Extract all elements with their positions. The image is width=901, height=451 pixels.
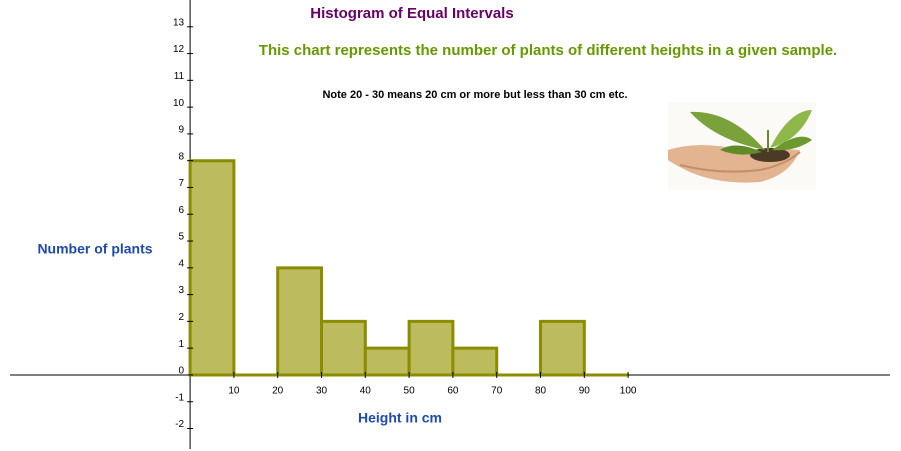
chart: Histogram of Equal Intervals This chart … xyxy=(0,0,901,451)
y-tick-label: 13 xyxy=(173,17,185,28)
histogram-bar xyxy=(365,348,409,375)
x-tick-label: 100 xyxy=(620,386,637,397)
y-tick-label: 7 xyxy=(179,178,185,189)
y-tick-label: -2 xyxy=(175,419,184,430)
y-tick-label: 0 xyxy=(179,366,185,377)
x-tick-label: 90 xyxy=(579,386,591,397)
chart-subtitle: This chart represents the number of plan… xyxy=(259,42,837,59)
x-tick-label: 20 xyxy=(272,386,284,397)
y-tick-label: 11 xyxy=(174,71,185,82)
histogram-bar xyxy=(190,161,234,375)
x-tick-label: 10 xyxy=(228,386,240,397)
y-tick-label: 6 xyxy=(179,205,185,216)
x-tick-label: 50 xyxy=(404,386,416,397)
y-tick-label: 5 xyxy=(179,232,185,243)
y-tick-label: 9 xyxy=(179,125,185,136)
y-axis-label: Number of plants xyxy=(37,241,152,257)
x-tick-label: 70 xyxy=(491,386,503,397)
histogram-bar xyxy=(541,321,585,375)
x-tick-label: 60 xyxy=(447,386,459,397)
y-tick-label: 8 xyxy=(179,151,185,162)
y-tick-label: 12 xyxy=(173,44,185,55)
y-tick-label: 2 xyxy=(179,312,185,323)
chart-title: Histogram of Equal Intervals xyxy=(310,5,513,22)
note: Note 20 - 30 means 20 cm or more but les… xyxy=(322,89,627,101)
y-tick-label: 3 xyxy=(179,285,185,296)
x-tick-label: 80 xyxy=(535,386,547,397)
histogram-bar xyxy=(278,268,322,375)
x-axis-label: Height in cm xyxy=(358,410,442,426)
histogram-bar xyxy=(409,321,453,375)
plant-image xyxy=(668,102,816,190)
x-tick-label: 30 xyxy=(316,386,328,397)
y-tick-label: 10 xyxy=(173,98,185,109)
histogram-bar xyxy=(322,321,366,375)
y-tick-label: 4 xyxy=(179,258,185,269)
y-tick-label: 1 xyxy=(179,339,185,350)
x-tick-label: 40 xyxy=(360,386,372,397)
histogram-bar xyxy=(453,348,497,375)
y-tick-label: -1 xyxy=(175,392,184,403)
